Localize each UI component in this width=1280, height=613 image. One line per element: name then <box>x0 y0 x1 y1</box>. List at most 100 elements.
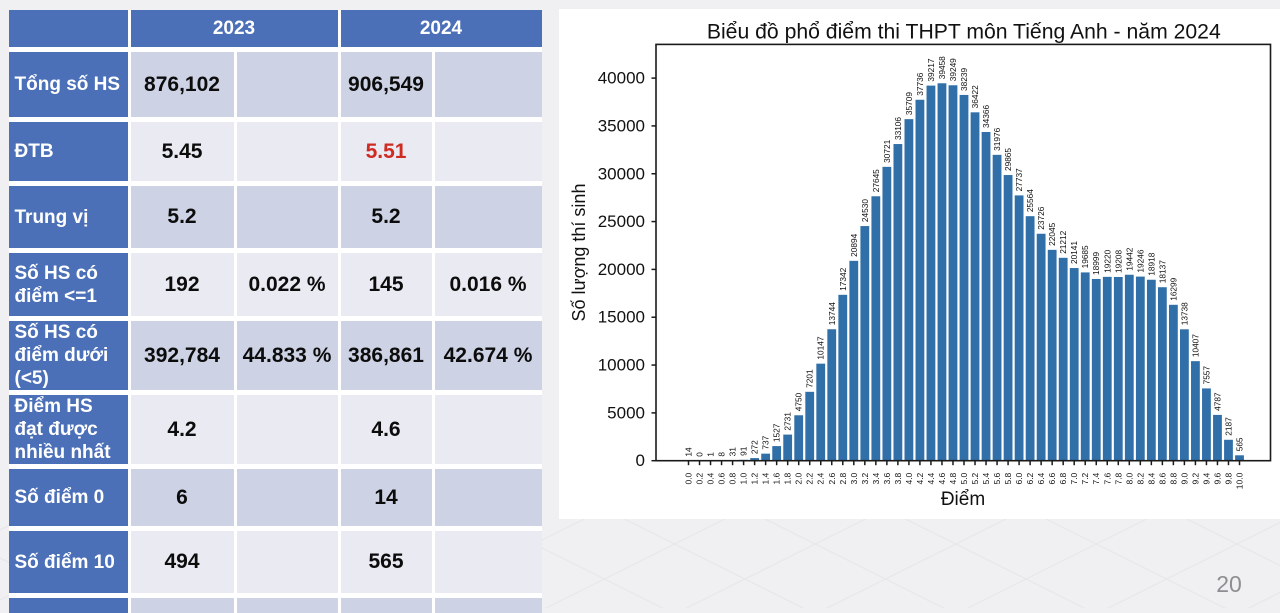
svg-text:31: 31 <box>728 447 738 457</box>
svg-text:2.0: 2.0 <box>794 472 804 484</box>
svg-text:8.4: 8.4 <box>1146 472 1156 484</box>
svg-text:9.2: 9.2 <box>1190 472 1200 484</box>
svg-text:18999: 18999 <box>1091 252 1101 275</box>
svg-text:7.8: 7.8 <box>1113 472 1123 484</box>
svg-text:19208: 19208 <box>1113 250 1123 273</box>
svg-text:35709: 35709 <box>904 92 914 115</box>
svg-text:Điểm: Điểm <box>941 489 985 510</box>
svg-text:20141: 20141 <box>1069 241 1079 264</box>
svg-text:31976: 31976 <box>992 127 1002 150</box>
svg-text:8.2: 8.2 <box>1135 472 1145 484</box>
svg-text:1: 1 <box>706 452 716 457</box>
svg-text:8.0: 8.0 <box>1124 472 1134 484</box>
svg-text:19685: 19685 <box>1080 245 1090 268</box>
svg-text:8: 8 <box>717 452 727 457</box>
svg-text:20000: 20000 <box>598 260 645 279</box>
svg-text:0.4: 0.4 <box>706 472 716 484</box>
svg-text:3.0: 3.0 <box>849 472 859 484</box>
svg-text:10000: 10000 <box>598 356 645 375</box>
svg-text:25000: 25000 <box>598 212 645 231</box>
svg-text:6.6: 6.6 <box>1047 472 1057 484</box>
svg-text:9.8: 9.8 <box>1223 472 1233 484</box>
svg-text:14: 14 <box>684 447 694 457</box>
svg-text:737: 737 <box>761 435 771 449</box>
svg-text:3.2: 3.2 <box>860 472 870 484</box>
svg-text:13738: 13738 <box>1179 302 1189 325</box>
svg-text:Số lượng thí sinh: Số lượng thí sinh <box>569 184 589 322</box>
svg-text:7557: 7557 <box>1201 366 1211 385</box>
svg-text:22045: 22045 <box>1047 222 1057 245</box>
svg-text:39458: 39458 <box>937 56 947 79</box>
svg-text:9.4: 9.4 <box>1201 472 1211 484</box>
svg-text:8.8: 8.8 <box>1168 472 1178 484</box>
svg-text:0.6: 0.6 <box>717 472 727 484</box>
svg-text:15000: 15000 <box>598 308 645 327</box>
svg-text:1.6: 1.6 <box>772 472 782 484</box>
svg-text:2.8: 2.8 <box>838 472 848 484</box>
svg-text:4787: 4787 <box>1212 392 1222 411</box>
svg-text:0: 0 <box>636 451 645 470</box>
svg-text:10407: 10407 <box>1190 334 1200 357</box>
svg-text:272: 272 <box>750 440 760 454</box>
svg-text:37736: 37736 <box>915 72 925 95</box>
svg-text:6.4: 6.4 <box>1036 472 1046 484</box>
svg-text:30721: 30721 <box>882 139 892 162</box>
svg-text:23726: 23726 <box>1036 206 1046 229</box>
svg-text:91: 91 <box>739 446 749 456</box>
svg-text:35000: 35000 <box>598 116 645 135</box>
svg-text:4.6: 4.6 <box>937 472 947 484</box>
svg-text:3.8: 3.8 <box>893 472 903 484</box>
svg-text:0: 0 <box>695 452 705 457</box>
svg-text:1527: 1527 <box>772 423 782 442</box>
svg-text:0.2: 0.2 <box>695 472 705 484</box>
svg-text:7.6: 7.6 <box>1102 472 1112 484</box>
svg-text:18137: 18137 <box>1157 260 1167 283</box>
svg-text:5.0: 5.0 <box>959 472 969 484</box>
svg-text:6.2: 6.2 <box>1025 472 1035 484</box>
svg-text:34366: 34366 <box>981 105 991 128</box>
svg-text:13744: 13744 <box>827 302 837 325</box>
svg-text:1.0: 1.0 <box>739 472 749 484</box>
svg-text:39249: 39249 <box>948 58 958 81</box>
svg-text:39217: 39217 <box>926 58 936 81</box>
svg-text:33106: 33106 <box>893 117 903 140</box>
svg-text:4.0: 4.0 <box>904 472 914 484</box>
svg-text:20894: 20894 <box>849 233 859 256</box>
svg-text:Biểu đồ phổ điểm thi THPT môn: Biểu đồ phổ điểm thi THPT môn Tiếng Anh … <box>707 21 1221 44</box>
svg-text:7.0: 7.0 <box>1069 472 1079 484</box>
svg-text:4750: 4750 <box>794 392 804 411</box>
svg-text:1.8: 1.8 <box>783 472 793 484</box>
svg-text:9.0: 9.0 <box>1179 472 1189 484</box>
svg-text:5.4: 5.4 <box>981 472 991 484</box>
svg-text:27645: 27645 <box>871 169 881 192</box>
svg-text:2.2: 2.2 <box>805 472 815 484</box>
svg-text:2187: 2187 <box>1223 417 1233 436</box>
svg-text:6.8: 6.8 <box>1058 472 1068 484</box>
svg-text:24530: 24530 <box>860 199 870 222</box>
svg-text:5000: 5000 <box>607 403 645 422</box>
svg-text:4.8: 4.8 <box>948 472 958 484</box>
svg-text:29865: 29865 <box>1003 148 1013 171</box>
svg-text:7.2: 7.2 <box>1080 472 1090 484</box>
svg-text:10147: 10147 <box>816 336 826 359</box>
svg-text:3.4: 3.4 <box>871 472 881 484</box>
svg-text:1.4: 1.4 <box>761 472 771 484</box>
svg-text:21212: 21212 <box>1058 230 1068 253</box>
svg-text:8.6: 8.6 <box>1157 472 1167 484</box>
svg-text:5.8: 5.8 <box>1003 472 1013 484</box>
svg-text:0.0: 0.0 <box>684 472 694 484</box>
svg-text:0.8: 0.8 <box>728 472 738 484</box>
svg-text:30000: 30000 <box>598 164 645 183</box>
svg-text:38239: 38239 <box>959 67 969 90</box>
svg-text:27737: 27737 <box>1014 168 1024 191</box>
svg-text:10.0: 10.0 <box>1235 472 1245 489</box>
svg-text:25564: 25564 <box>1025 189 1035 212</box>
svg-text:19220: 19220 <box>1102 249 1112 272</box>
svg-text:19442: 19442 <box>1124 247 1134 270</box>
svg-text:40000: 40000 <box>598 69 645 88</box>
svg-text:17342: 17342 <box>838 267 848 290</box>
svg-text:1.2: 1.2 <box>750 472 760 484</box>
svg-text:5.6: 5.6 <box>992 472 1002 484</box>
svg-text:4.2: 4.2 <box>915 472 925 484</box>
svg-text:19246: 19246 <box>1135 249 1145 272</box>
